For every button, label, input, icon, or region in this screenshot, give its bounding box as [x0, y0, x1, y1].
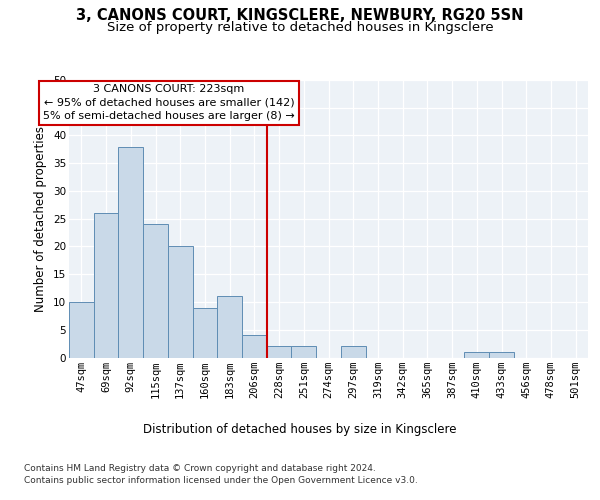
Bar: [489, 352, 514, 358]
Bar: [168, 246, 193, 358]
Text: 3 CANONS COURT: 223sqm
← 95% of detached houses are smaller (142)
5% of semi-det: 3 CANONS COURT: 223sqm ← 95% of detached…: [43, 84, 295, 121]
Bar: [193, 308, 217, 358]
Bar: [464, 352, 489, 358]
Bar: [242, 336, 267, 357]
Bar: [341, 346, 365, 358]
Text: Distribution of detached houses by size in Kingsclere: Distribution of detached houses by size …: [143, 422, 457, 436]
Bar: [217, 296, 242, 358]
Y-axis label: Number of detached properties: Number of detached properties: [34, 126, 47, 312]
Bar: [143, 224, 168, 358]
Text: Contains public sector information licensed under the Open Government Licence v3: Contains public sector information licen…: [24, 476, 418, 485]
Bar: [118, 146, 143, 358]
Bar: [267, 346, 292, 358]
Text: 3, CANONS COURT, KINGSCLERE, NEWBURY, RG20 5SN: 3, CANONS COURT, KINGSCLERE, NEWBURY, RG…: [76, 8, 524, 22]
Text: Contains HM Land Registry data © Crown copyright and database right 2024.: Contains HM Land Registry data © Crown c…: [24, 464, 376, 473]
Bar: [94, 213, 118, 358]
Bar: [69, 302, 94, 358]
Text: Size of property relative to detached houses in Kingsclere: Size of property relative to detached ho…: [107, 21, 493, 34]
Bar: [292, 346, 316, 358]
